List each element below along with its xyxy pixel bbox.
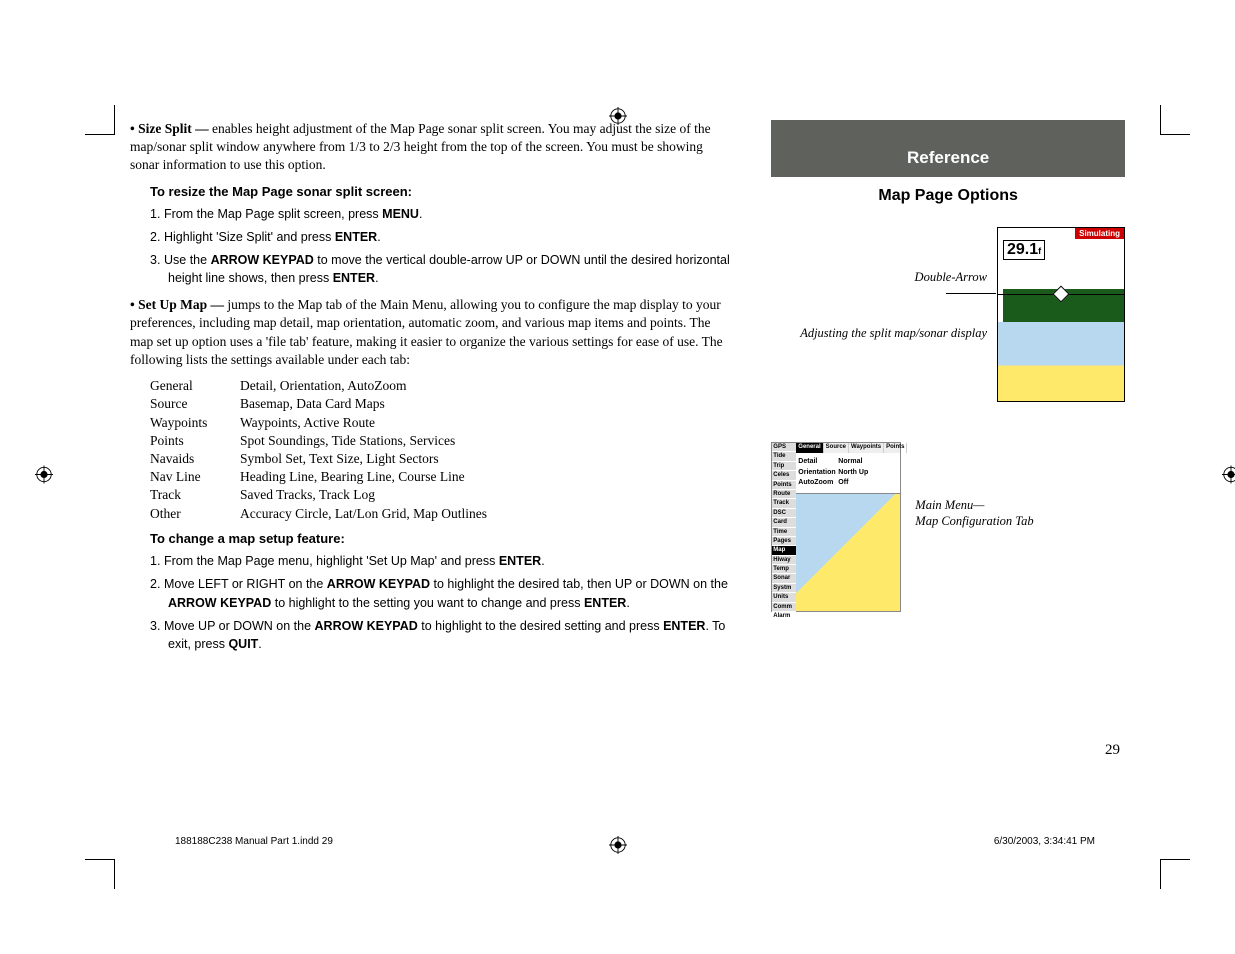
setup-map-para: • Set Up Map — jumps to the Map tab of t… xyxy=(130,296,731,369)
tab-val: Accuracy Circle, Lat/Lon Grid, Map Outli… xyxy=(240,505,731,523)
tab-val: Spot Soundings, Tide Stations, Services xyxy=(240,432,731,450)
tab-key: Points xyxy=(150,432,240,450)
splitter-handle xyxy=(998,288,1124,300)
side-tab: Trip xyxy=(772,462,796,471)
side-tab: Hiway xyxy=(772,556,796,565)
side-tab: Sonar xyxy=(772,574,796,583)
side-tab: Pages xyxy=(772,537,796,546)
depth-reading: 29.1f xyxy=(1003,240,1045,260)
mini-map-area xyxy=(796,493,900,611)
figure-main-menu: GPS Tide Trip Celes Points Route Track D… xyxy=(771,442,1125,612)
split-caption: Adjusting the split map/sonar display xyxy=(771,325,987,341)
sidebar-column: Reference Map Page Options Double-Arrow … xyxy=(771,120,1125,658)
tab-val: Saved Tracks, Track Log xyxy=(240,486,731,504)
side-tab: Points xyxy=(772,481,796,490)
resize-steps: 1.From the Map Page split screen, press … xyxy=(150,205,731,288)
side-tab: Units xyxy=(772,593,796,602)
side-tab: Time xyxy=(772,528,796,537)
double-arrow-label: Double-Arrow xyxy=(771,269,987,285)
map-area xyxy=(998,322,1124,401)
print-footer: 188188C238 Manual Part 1.indd 29 6/30/20… xyxy=(175,836,1095,847)
main-menu-caption: Main Menu— Map Configuration Tab xyxy=(915,442,1033,530)
tab-key: Waypoints xyxy=(150,414,240,432)
tab-settings-table: GeneralDetail, Orientation, AutoZoom Sou… xyxy=(150,377,731,523)
size-split-para: • Size Split — enables height adjustment… xyxy=(130,120,731,175)
tab-val: Symbol Set, Text Size, Light Sectors xyxy=(240,450,731,468)
settings-list: DetailNormal OrientationNorth Up AutoZoo… xyxy=(798,457,878,489)
top-tab: Source xyxy=(824,443,849,453)
setting-val: Normal xyxy=(838,457,878,468)
resize-heading: To resize the Map Page sonar split scree… xyxy=(150,183,731,201)
registration-mark-top xyxy=(609,107,627,130)
tab-val: Basemap, Data Card Maps xyxy=(240,395,731,413)
tab-key: Navaids xyxy=(150,450,240,468)
reference-bar: Reference xyxy=(771,120,1125,177)
tab-key: General xyxy=(150,377,240,395)
side-tab-selected: Map xyxy=(772,546,796,555)
split-screen-mock: Simulating 29.1f xyxy=(997,227,1125,402)
side-tab: DSC xyxy=(772,509,796,518)
label-leader-line xyxy=(946,293,996,294)
side-tab: Tide xyxy=(772,452,796,461)
page-subtitle: Map Page Options xyxy=(771,187,1125,205)
size-split-lead: • Size Split — xyxy=(130,121,209,136)
side-tab: GPS xyxy=(772,443,796,452)
tab-key: Track xyxy=(150,486,240,504)
crop-mark-tr xyxy=(1160,105,1190,135)
change-heading: To change a map setup feature: xyxy=(150,530,731,548)
crop-mark-tl xyxy=(85,105,115,135)
side-tab: Celes xyxy=(772,471,796,480)
change-step-3: 3.Move UP or DOWN on the ARROW KEYPAD to… xyxy=(150,617,731,655)
top-tab: Points xyxy=(884,443,907,453)
main-text-column: • Size Split — enables height adjustment… xyxy=(130,120,731,658)
tab-val: Heading Line, Bearing Line, Course Line xyxy=(240,468,731,486)
change-steps: 1.From the Map Page menu, highlight 'Set… xyxy=(150,552,731,654)
figure-split-screen: Double-Arrow Adjusting the split map/son… xyxy=(771,227,1125,402)
side-tab: Route xyxy=(772,490,796,499)
side-tab: Temp xyxy=(772,565,796,574)
tab-key: Nav Line xyxy=(150,468,240,486)
top-tab: Waypoints xyxy=(849,443,884,453)
simulating-badge: Simulating xyxy=(1075,228,1124,239)
tab-val: Detail, Orientation, AutoZoom xyxy=(240,377,731,395)
tab-key: Other xyxy=(150,505,240,523)
resize-step-2: 2.Highlight 'Size Split' and press ENTER… xyxy=(150,228,731,247)
double-arrow-icon xyxy=(1053,286,1070,303)
side-tab: Systm xyxy=(772,584,796,593)
setting-val: Off xyxy=(838,478,878,489)
tab-key: Source xyxy=(150,395,240,413)
registration-mark-right xyxy=(1222,466,1235,489)
setting-key: Detail xyxy=(798,457,838,468)
registration-mark-left xyxy=(35,466,53,489)
main-menu-mock: GPS Tide Trip Celes Points Route Track D… xyxy=(771,442,901,612)
setting-key: Orientation xyxy=(798,468,838,479)
side-tab: Card xyxy=(772,518,796,527)
top-tab-list: General Source Waypoints Points xyxy=(796,443,900,453)
side-tab: Comm xyxy=(772,603,796,612)
crop-mark-bl xyxy=(85,859,115,889)
side-tab: Track xyxy=(772,499,796,508)
resize-step-1: 1.From the Map Page split screen, press … xyxy=(150,205,731,224)
top-tab-selected: General xyxy=(796,443,823,453)
resize-step-3: 3.Use the ARROW KEYPAD to move the verti… xyxy=(150,251,731,289)
setting-val: North Up xyxy=(838,468,878,479)
side-tab-list: GPS Tide Trip Celes Points Route Track D… xyxy=(772,443,796,611)
footer-timestamp: 6/30/2003, 3:34:41 PM xyxy=(994,836,1095,847)
footer-file: 188188C238 Manual Part 1.indd 29 xyxy=(175,836,333,847)
setup-map-lead: • Set Up Map — xyxy=(130,297,224,312)
change-step-2: 2.Move LEFT or RIGHT on the ARROW KEYPAD… xyxy=(150,575,731,613)
side-tab: Alarm xyxy=(772,612,796,621)
tab-val: Waypoints, Active Route xyxy=(240,414,731,432)
page-number: 29 xyxy=(1105,742,1120,759)
setting-key: AutoZoom xyxy=(798,478,838,489)
crop-mark-br xyxy=(1160,859,1190,889)
change-step-1: 1.From the Map Page menu, highlight 'Set… xyxy=(150,552,731,571)
